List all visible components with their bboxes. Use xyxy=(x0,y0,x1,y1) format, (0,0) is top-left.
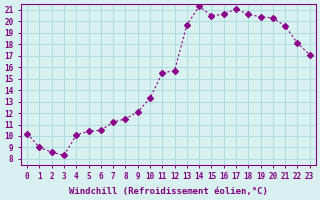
X-axis label: Windchill (Refroidissement éolien,°C): Windchill (Refroidissement éolien,°C) xyxy=(69,187,268,196)
